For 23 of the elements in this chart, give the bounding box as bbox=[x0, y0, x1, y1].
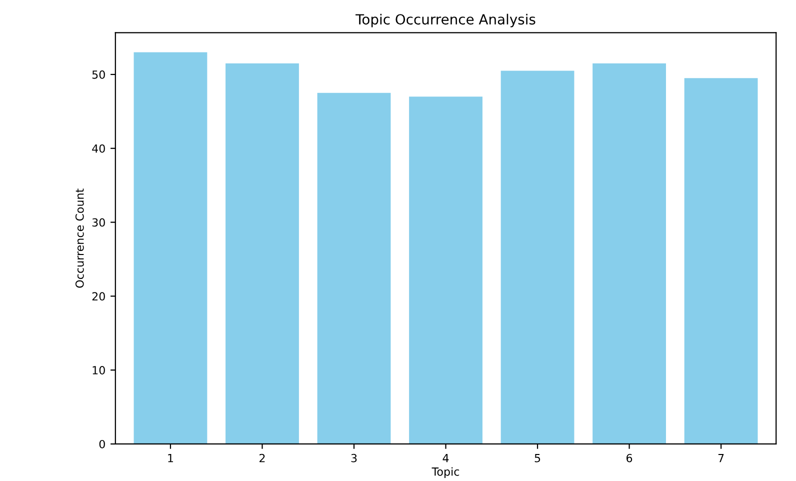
x-tick-label: 4 bbox=[442, 454, 449, 462]
y-tick-label: 50 bbox=[92, 70, 105, 79]
x-tick-label: 2 bbox=[260, 454, 265, 462]
chart-title: Topic Occurrence Analysis bbox=[356, 14, 536, 28]
x-axis-title: Topic bbox=[432, 467, 460, 478]
x-tick-label: 3 bbox=[351, 454, 357, 462]
x-tick-label: 5 bbox=[534, 454, 540, 462]
bar bbox=[317, 92, 391, 444]
x-tick-label: 7 bbox=[718, 454, 724, 462]
bar bbox=[684, 78, 758, 444]
x-tick-label: 1 bbox=[168, 454, 173, 462]
bar bbox=[592, 63, 666, 444]
y-tick-label: 20 bbox=[92, 292, 105, 301]
y-tick-label: 40 bbox=[92, 144, 105, 153]
bar bbox=[409, 96, 482, 444]
y-tick-label: 0 bbox=[99, 440, 105, 448]
bar bbox=[500, 70, 574, 444]
x-tick-label: 6 bbox=[626, 454, 632, 462]
y-tick-label: 10 bbox=[92, 366, 105, 374]
y-tick-label: 30 bbox=[92, 218, 105, 227]
y-axis-title: Occurrence Count bbox=[75, 188, 84, 288]
bar bbox=[134, 52, 208, 444]
bar bbox=[226, 63, 299, 444]
